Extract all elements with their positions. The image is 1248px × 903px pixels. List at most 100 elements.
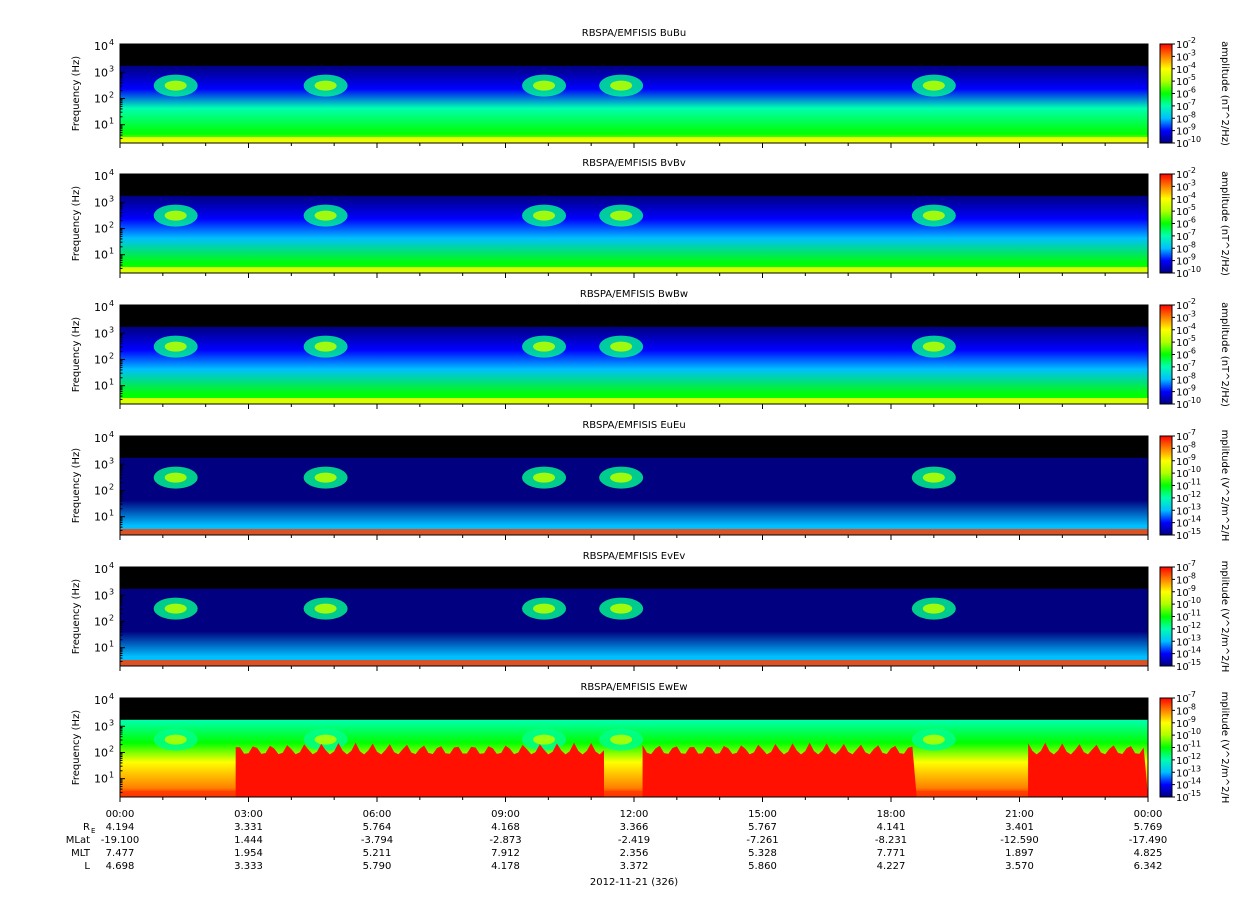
- panel-title: RBSPA/EMFISIS BvBv: [582, 158, 686, 169]
- emission-core: [922, 603, 945, 614]
- ephemeris-value: -19.100: [101, 835, 140, 846]
- colorbar-tick-label: 10: [1176, 650, 1189, 661]
- colorbar-tick-label: 10: [1176, 220, 1189, 231]
- y-tick-label: 10: [94, 380, 108, 393]
- colorbar-tick-label: 10: [1176, 637, 1189, 648]
- colorbar-tick-label: 10: [1176, 127, 1189, 138]
- colorbar-tick-exp: -9: [1188, 715, 1196, 724]
- y-tick-label: 10: [94, 511, 108, 524]
- colorbar-tick-exp: -11: [1188, 740, 1201, 749]
- colorbar-tick-label: 10: [1176, 625, 1189, 636]
- colorbar-tick-label: 10: [1176, 170, 1189, 181]
- ephemeris-value: -17.490: [1129, 835, 1168, 846]
- colorbar-tick-label: 10: [1176, 613, 1189, 624]
- y-tick-label: 10: [94, 92, 108, 105]
- emission-core: [164, 734, 187, 745]
- colorbar-tick-exp: -13: [1188, 764, 1201, 773]
- low-frequency-band: [120, 529, 1148, 535]
- colorbar-tick-label: 10: [1176, 40, 1189, 51]
- y-tick-label: 10: [94, 301, 108, 314]
- colorbar-tick-exp: -10: [1188, 596, 1201, 605]
- colorbar-tick-label: 10: [1176, 338, 1189, 349]
- colorbar-tick-label: 10: [1176, 531, 1189, 542]
- y-tick-exp: 4: [109, 692, 114, 701]
- emission-core: [533, 734, 556, 745]
- colorbar-tick-label: 10: [1176, 351, 1189, 362]
- y-tick-label: 10: [94, 642, 108, 655]
- emission-core: [164, 603, 187, 614]
- colorbar-tick-exp: -14: [1188, 646, 1201, 655]
- colorbar-tick-exp: -15: [1188, 658, 1201, 667]
- colorbar-label: amplitude (nT^2/Hz): [1219, 41, 1230, 146]
- emission-core: [314, 80, 337, 91]
- colorbar-tick-label: 10: [1176, 52, 1189, 63]
- colorbar: [1159, 43, 1173, 144]
- emission-core: [610, 210, 633, 221]
- colorbar-tick-label: 10: [1176, 269, 1189, 280]
- ephemeris-value: 3.331: [234, 822, 263, 833]
- colorbar-tick-exp: -3: [1188, 309, 1196, 318]
- colorbar-tick-label: 10: [1176, 195, 1189, 206]
- colorbar-tick-label: 10: [1176, 768, 1189, 779]
- y-tick-exp: 2: [109, 744, 114, 753]
- y-tick-label: 10: [94, 563, 108, 576]
- colorbar-tick-label: 10: [1176, 114, 1189, 125]
- y-tick-label: 10: [94, 615, 108, 628]
- ephemeris-value: 5.790: [363, 861, 392, 872]
- colorbar-tick-exp: -6: [1188, 347, 1196, 356]
- colorbar-tick-exp: -2: [1188, 36, 1196, 45]
- time-tick-label: 18:00: [877, 809, 906, 820]
- panel-title: RBSPA/EMFISIS BwBw: [580, 289, 688, 300]
- y-tick-label: 10: [94, 720, 108, 733]
- y-tick-exp: 3: [109, 325, 114, 334]
- colorbar-tick-label: 10: [1176, 588, 1189, 599]
- ephemeris-value: 4.825: [1134, 848, 1163, 859]
- colorbar-tick-label: 10: [1176, 781, 1189, 792]
- emission-core: [314, 210, 337, 221]
- time-tick-label: 06:00: [363, 809, 392, 820]
- ephemeris-value: 6.342: [1134, 861, 1163, 872]
- colorbar-tick-exp: -3: [1188, 178, 1196, 187]
- colorbar-tick-exp: -7: [1188, 690, 1196, 699]
- y-tick-exp: 4: [109, 430, 114, 439]
- colorbar-tick-label: 10: [1176, 600, 1189, 611]
- y-tick-exp: 3: [109, 718, 114, 727]
- time-tick-label: 21:00: [1005, 809, 1034, 820]
- colorbar-label: amplitude (nT^2/Hz): [1219, 302, 1230, 407]
- colorbar-tick-label: 10: [1176, 706, 1189, 717]
- time-axis: 00:00 03:00 06:00 09:00 12:00 15:00 18:00 21:00…: [106, 809, 1163, 820]
- colorbar-tick-exp: -3: [1188, 48, 1196, 57]
- date-label: 2012-11-21 (326): [590, 877, 678, 888]
- colorbar-tick-exp: -10: [1188, 265, 1201, 274]
- y-axis-label: Frequency (Hz): [71, 448, 82, 524]
- y-tick-exp: 4: [109, 38, 114, 47]
- colorbar-tick-exp: -14: [1188, 515, 1201, 524]
- ephemeris-value: 4.178: [491, 861, 520, 872]
- wave-band: [1028, 742, 1148, 797]
- ephemeris-row-label: MLat: [66, 835, 90, 846]
- low-frequency-band: [120, 137, 1148, 143]
- colorbar-tick-exp: -11: [1188, 609, 1201, 618]
- y-tick-exp: 1: [109, 247, 114, 256]
- low-frequency-band: [120, 267, 1148, 273]
- time-tick-label: 00:00: [1134, 809, 1163, 820]
- emission-core: [610, 603, 633, 614]
- colorbar-tick-exp: -2: [1188, 166, 1196, 175]
- ephemeris-value: 3.401: [1005, 822, 1034, 833]
- y-tick-exp: 2: [109, 351, 114, 360]
- ephemeris-value: -3.794: [361, 835, 393, 846]
- colorbar-tick-exp: -8: [1188, 440, 1196, 449]
- ephemeris-value: -8.231: [875, 835, 907, 846]
- colorbar-tick-label: 10: [1176, 244, 1189, 255]
- y-tick-exp: 1: [109, 117, 114, 126]
- colorbar-tick-label: 10: [1176, 232, 1189, 243]
- ephemeris-value: 4.168: [491, 822, 520, 833]
- colorbar-tick-label: 10: [1176, 469, 1189, 480]
- colorbar-tick-label: 10: [1176, 182, 1189, 193]
- ephemeris-value: 3.372: [620, 861, 649, 872]
- colorbar: [1159, 697, 1173, 798]
- time-tick-label: 15:00: [748, 809, 777, 820]
